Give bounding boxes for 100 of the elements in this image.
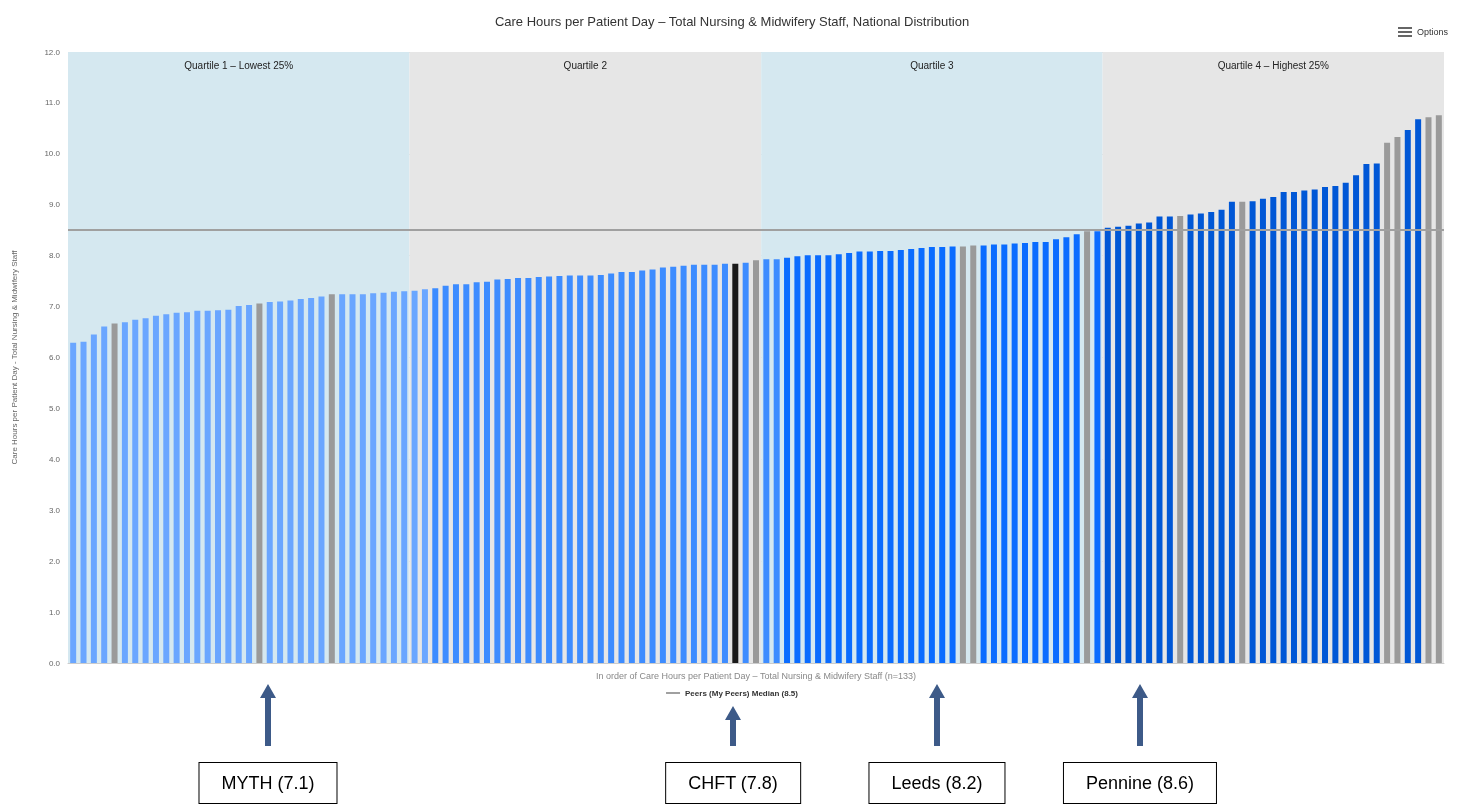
bar — [380, 292, 387, 663]
y-tick-label: 0.0 — [48, 658, 61, 668]
bar — [1011, 243, 1018, 663]
bar — [649, 269, 656, 663]
bar — [680, 265, 687, 663]
bar — [1063, 237, 1070, 663]
bar — [1135, 223, 1142, 663]
bar — [1228, 201, 1235, 663]
bar — [277, 301, 284, 663]
bar — [546, 276, 553, 663]
y-tick-label: 12.0 — [44, 47, 61, 57]
bar — [670, 266, 677, 663]
bar — [287, 300, 294, 663]
bar — [1404, 129, 1411, 663]
bar — [463, 284, 470, 663]
bar — [866, 251, 873, 663]
y-tick-label: 5.0 — [48, 403, 61, 413]
bar — [556, 276, 563, 663]
bar — [452, 284, 459, 663]
bar — [1115, 226, 1122, 663]
bar — [1094, 231, 1101, 663]
bar — [121, 322, 128, 663]
bar — [401, 291, 408, 663]
x-axis-title: In order of Care Hours per Patient Day – Total Nursing & Midwifery Staff (n=133) — [595, 670, 917, 681]
bar — [297, 298, 304, 663]
bar — [370, 293, 377, 663]
bar — [80, 341, 87, 663]
bar — [897, 250, 904, 663]
bar — [918, 248, 925, 663]
bar — [183, 312, 190, 663]
text: CHFT (7.8) — [665, 762, 801, 804]
bar — [1032, 241, 1039, 663]
y-tick-label: 9.0 — [48, 200, 61, 210]
bar — [721, 263, 728, 663]
bar — [1042, 241, 1049, 663]
bar — [784, 257, 791, 663]
y-tick-label: 4.0 — [48, 454, 61, 464]
bar — [504, 279, 511, 663]
bar — [877, 251, 884, 663]
bar — [1332, 185, 1339, 663]
y-tick-label: 2.0 — [48, 556, 61, 566]
y-tick-label: 3.0 — [48, 505, 61, 515]
bar — [411, 290, 418, 663]
bar — [763, 259, 770, 663]
bar — [587, 275, 594, 663]
bar — [659, 267, 666, 663]
bar — [825, 255, 832, 663]
bar — [1373, 163, 1380, 663]
bar — [928, 247, 935, 663]
bar — [1187, 214, 1194, 663]
bar — [204, 310, 211, 663]
bar — [690, 264, 697, 663]
bar — [535, 277, 542, 663]
bar — [1301, 190, 1308, 663]
bar — [328, 294, 335, 663]
bar — [939, 247, 946, 663]
y-tick-label: 6.0 — [48, 353, 61, 362]
bar — [1342, 182, 1349, 663]
y-tick-label: 11.0 — [45, 98, 61, 108]
bar — [173, 312, 180, 663]
bar — [359, 294, 366, 663]
bar — [390, 291, 397, 663]
bar — [577, 275, 584, 663]
bar — [618, 271, 625, 663]
bar — [970, 245, 977, 663]
bar — [1104, 227, 1111, 663]
bar — [1280, 192, 1287, 663]
bar — [980, 245, 987, 663]
legend-label: Peers (My Peers) Median (8.5) — [685, 688, 799, 698]
bar — [856, 251, 863, 663]
bar — [308, 297, 315, 663]
annotation: Quartile 1 – Lowest 25% — [184, 59, 294, 71]
y-tick-label: 7.0 — [48, 302, 61, 312]
bar — [494, 279, 501, 663]
bar — [442, 285, 449, 663]
bar — [111, 323, 118, 663]
bar — [1311, 189, 1318, 663]
bar — [566, 275, 573, 663]
bar — [1290, 192, 1297, 663]
bar — [949, 246, 956, 663]
bar — [194, 310, 201, 663]
text: Pennine (8.6) — [1062, 762, 1218, 804]
bar — [597, 275, 604, 663]
bar — [152, 315, 159, 663]
bar — [804, 255, 811, 663]
bar — [1322, 186, 1329, 663]
y-tick-label: 1.0 — [48, 607, 61, 617]
bar — [1166, 216, 1173, 663]
bar — [742, 262, 749, 663]
bar — [815, 255, 822, 663]
bar — [1259, 198, 1266, 663]
annotation: Quartile 3 — [910, 59, 954, 71]
bar — [835, 254, 842, 663]
bar — [163, 314, 170, 663]
annotation: Quartile 4 – Highest 25% — [1217, 59, 1329, 71]
bar — [732, 263, 739, 663]
bar — [1197, 213, 1204, 663]
bar — [473, 282, 480, 663]
bar — [1021, 242, 1028, 663]
bar — [266, 302, 273, 663]
